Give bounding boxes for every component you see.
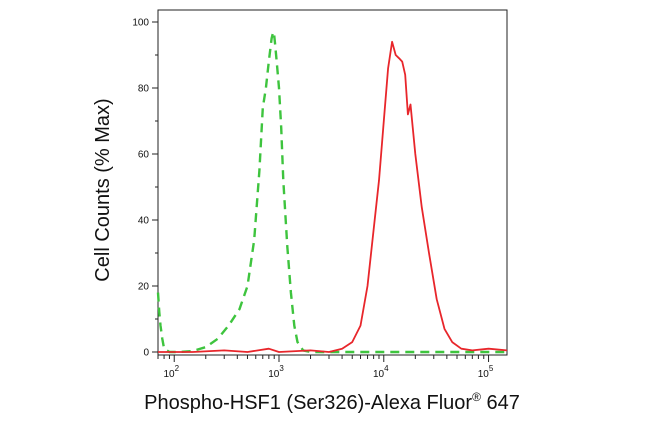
y-tick-label: 0 [143,348,149,359]
x-tick-label: 105 [478,364,494,380]
series-line-control [156,30,507,354]
x-axis-title-registered-mark: ® [472,390,481,404]
x-axis-title-suffix: 647 [481,392,520,414]
x-axis: 102 103 104 105 [157,355,494,380]
y-tick-label: 60 [138,150,150,161]
series-layer [156,30,508,354]
plot-frame [157,9,508,356]
x-tick-label: 102 [163,364,179,380]
series-line-sample [158,40,508,353]
plot-area [156,9,508,356]
x-tick-label: 104 [373,364,389,380]
y-axis: 0 20 40 60 80 100 [132,18,158,359]
x-axis-title-main: Phospho-HSF1 (Ser326)-Alexa Fluor [144,392,472,414]
y-tick-label: 20 [138,282,150,293]
y-tick-label: 80 [138,84,150,95]
x-axis-title: Phospho-HSF1 (Ser326)-Alexa Fluor® 647 [144,390,520,414]
y-axis-title: Cell Counts (% Max) [92,98,114,281]
y-tick-label: 100 [132,18,149,29]
x-tick-label: 103 [268,364,284,380]
y-tick-label: 40 [138,216,150,227]
